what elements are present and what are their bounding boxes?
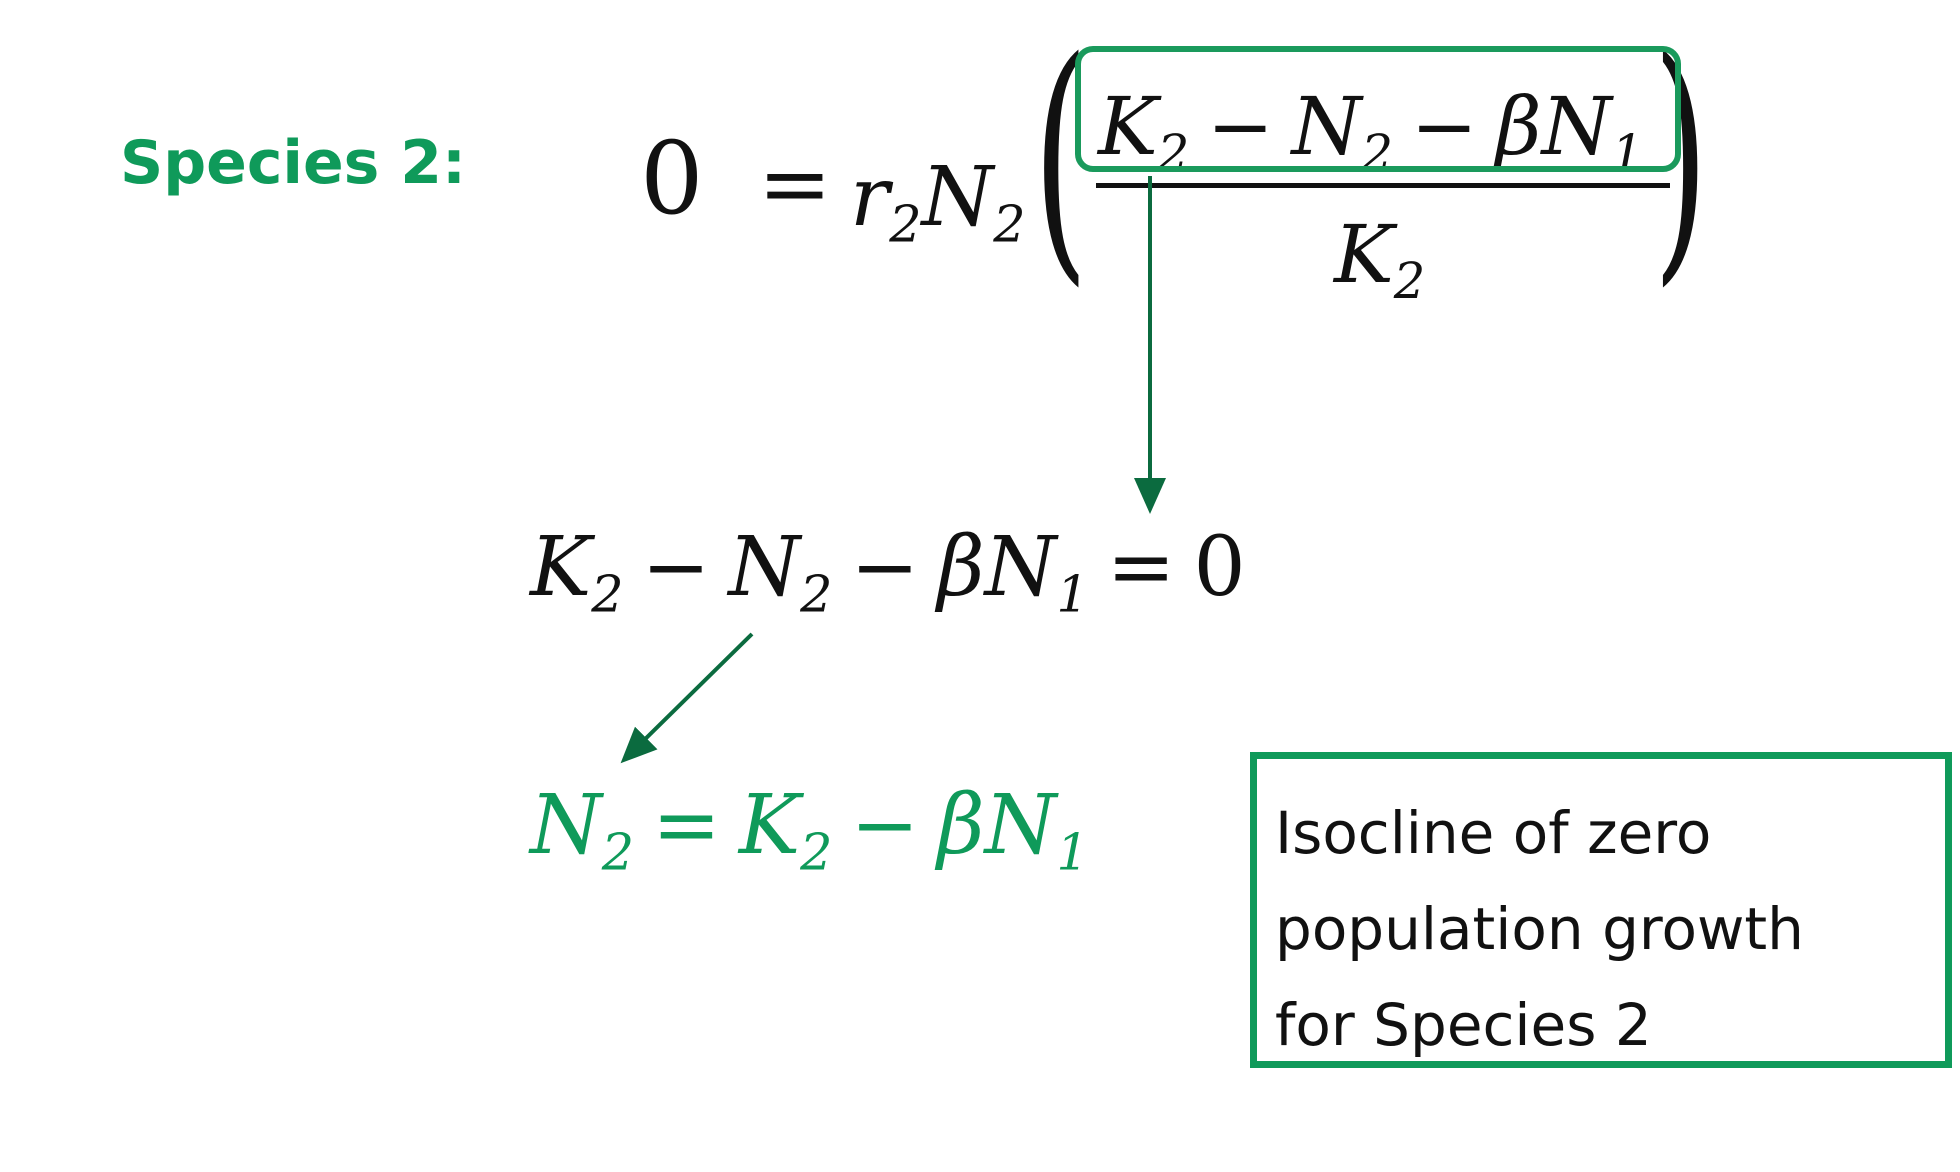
eq1-coefficient: r2N2 bbox=[850, 150, 1026, 254]
eq1-denominator: K2 bbox=[1334, 208, 1426, 310]
eq1-lhs: 0 bbox=[640, 120, 704, 237]
species-heading: Species 2: bbox=[120, 128, 467, 198]
eq1-equals: = bbox=[758, 132, 832, 235]
equation-2: K2− N2− βN1 = 0 bbox=[530, 520, 1246, 624]
equation-3-isocline: N2 = K2− βN1 bbox=[530, 778, 1089, 882]
fraction-bar bbox=[1096, 183, 1670, 188]
note-line-3: for Species 2 bbox=[1275, 991, 1652, 1059]
eq1-numerator: K2− N2− βN1 bbox=[1098, 80, 1644, 182]
diagonal-arrow bbox=[620, 632, 754, 764]
isocline-note-box: Isocline of zero population growth for S… bbox=[1250, 752, 1952, 1068]
note-line-1: Isocline of zero bbox=[1275, 799, 1712, 867]
numerator-highlight-box bbox=[1075, 46, 1681, 172]
note-line-2: population growth bbox=[1275, 895, 1804, 963]
